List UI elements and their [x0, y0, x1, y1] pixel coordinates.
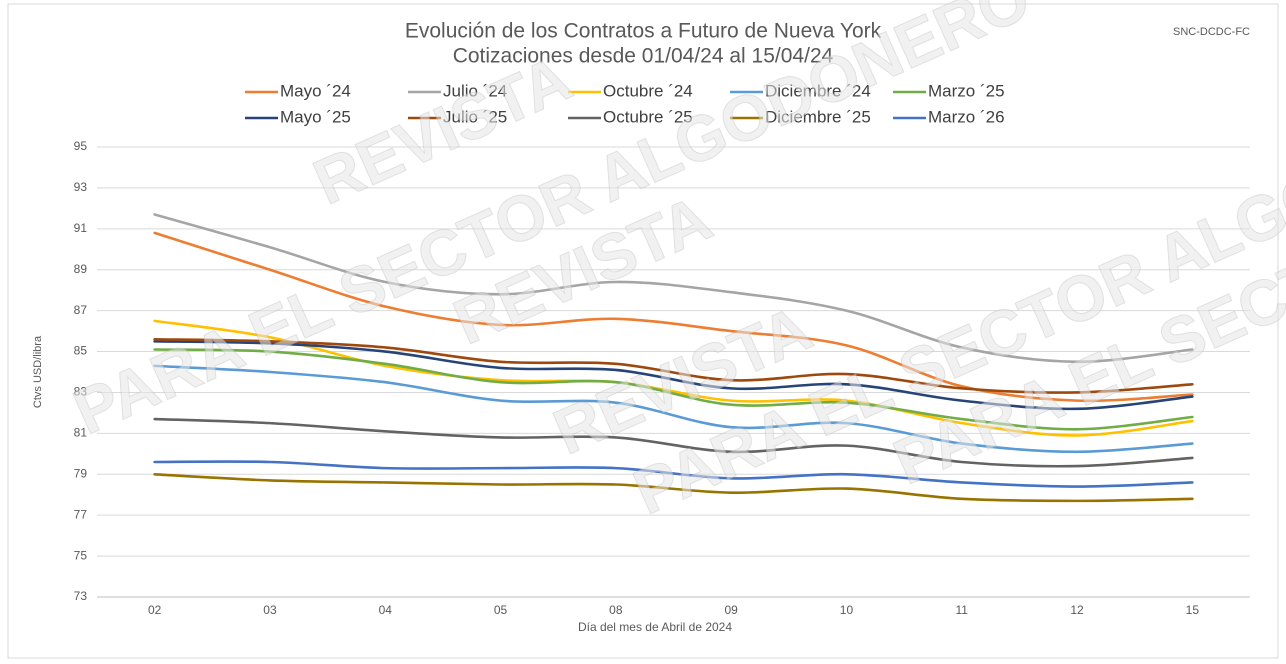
y-tick-label: 87	[74, 303, 88, 317]
chart-title: Evolución de los Contratos a Futuro de N…	[405, 20, 882, 43]
y-tick-label: 75	[74, 548, 88, 562]
y-tick-label: 91	[74, 221, 88, 235]
x-tick-label: 09	[724, 603, 738, 617]
legend-label: Diciembre ´24	[765, 81, 871, 100]
series-line	[153, 460, 1194, 488]
y-axis-label: Ctvs USD/libra	[32, 335, 44, 408]
y-tick-label: 83	[74, 385, 88, 399]
y-tick-label: 73	[74, 589, 88, 603]
y-tick-label: 95	[74, 139, 88, 153]
x-tick-label: 05	[494, 603, 508, 617]
x-tick-label: 10	[840, 603, 854, 617]
series-line	[153, 337, 1194, 394]
y-tick-label: 77	[74, 507, 88, 521]
x-tick-label: 02	[148, 603, 162, 617]
legend-label: Octubre ´25	[603, 107, 693, 126]
series-line	[153, 417, 1194, 468]
y-tick-label: 89	[74, 262, 88, 276]
x-tick-label: 08	[609, 603, 623, 617]
legend-label: Julio ´24	[443, 81, 507, 100]
legend-label: Diciembre ´25	[765, 107, 871, 126]
x-tick-label: 15	[1186, 603, 1200, 617]
x-tick-label: 03	[263, 603, 277, 617]
series-line	[153, 472, 1194, 503]
legend-label: Octubre ´24	[603, 81, 693, 100]
x-tick-label: 04	[379, 603, 393, 617]
series-line	[153, 319, 1194, 437]
legend-label: Marzo ´26	[928, 107, 1005, 126]
series-line	[153, 340, 1194, 411]
series-line	[153, 231, 1194, 403]
chart-subtitle: Cotizaciones desde 01/04/24 al 15/04/24	[453, 45, 834, 68]
y-tick-label: 93	[74, 180, 88, 194]
series-line	[153, 213, 1194, 364]
legend-label: Mayo ´25	[280, 107, 351, 126]
legend-label: Mayo ´24	[280, 81, 351, 100]
series-line	[153, 364, 1194, 454]
x-axis-label: Día del mes de Abril de 2024	[578, 620, 732, 634]
x-tick-label: 12	[1070, 603, 1084, 617]
source: SNC-DCDC-FC	[1173, 26, 1250, 38]
y-tick-label: 81	[74, 426, 88, 440]
series-line	[153, 348, 1194, 431]
legend-label: Marzo ´25	[928, 81, 1005, 100]
y-tick-label: 79	[74, 466, 88, 480]
chart-border	[7, 3, 1279, 659]
y-tick-label: 85	[74, 344, 88, 358]
x-tick-label: 11	[956, 603, 969, 617]
legend-label: Julio ´25	[443, 107, 507, 126]
